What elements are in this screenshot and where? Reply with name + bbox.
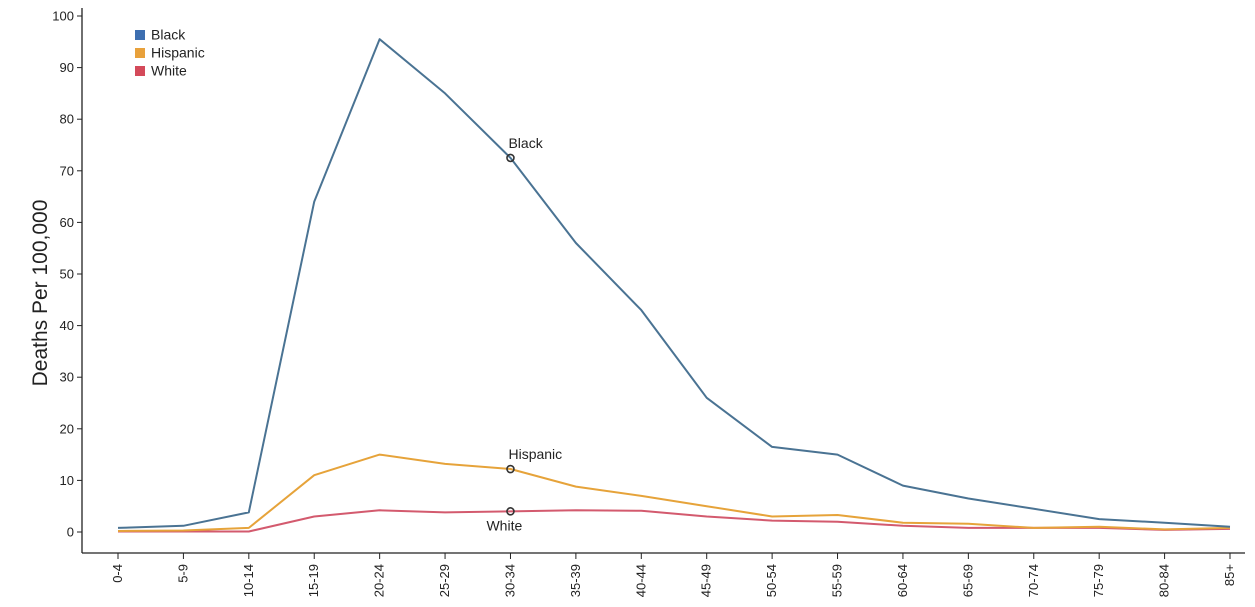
x-tick-label: 0-4 [110, 564, 125, 583]
annotation-marker [506, 507, 515, 516]
x-tick-label: 35-39 [568, 564, 583, 597]
y-tick-label: 10 [60, 473, 74, 488]
y-tick-label: 20 [60, 421, 74, 436]
x-tick-label: 10-14 [241, 564, 256, 597]
annotation-label: Hispanic [508, 446, 562, 462]
x-tick-label: 25-29 [437, 564, 452, 597]
y-tick-label: 30 [60, 370, 74, 385]
y-tick-label: 60 [60, 215, 74, 230]
x-tick-label: 70-74 [1026, 564, 1041, 597]
x-tick-label: 5-9 [175, 564, 190, 583]
y-axis-label: Deaths Per 100,000 [29, 200, 52, 387]
y-tick-label: 0 [67, 525, 74, 540]
y-tick-label: 80 [60, 112, 74, 127]
x-tick-label: 85+ [1222, 564, 1237, 586]
legend-label: Black [151, 27, 186, 43]
y-tick-label: 70 [60, 163, 74, 178]
annotation-marker [506, 464, 515, 474]
series-line-hispanic [117, 453, 1231, 532]
legend: Black Hispanic White [135, 27, 205, 79]
annotations: Black Hispanic White [486, 135, 562, 533]
legend-swatch [135, 48, 145, 58]
x-tick-label: 75-79 [1091, 564, 1106, 597]
y-tick-label: 100 [52, 9, 74, 24]
annotation-label: Black [508, 135, 543, 151]
x-tick-label: 80-84 [1157, 564, 1172, 597]
x-tick-label: 60-64 [895, 564, 910, 597]
axes: 0 10 20 30 40 50 60 70 80 90 100 0-4 5-9 10-14 15-19 20… [52, 8, 1245, 597]
y-tick-label: 40 [60, 318, 74, 333]
annotation-marker [506, 153, 515, 163]
series-line-black [117, 38, 1231, 529]
legend-swatch [135, 66, 145, 76]
y-tick-label: 90 [60, 60, 74, 75]
legend-label: White [151, 63, 187, 79]
x-tick-label: 15-19 [306, 564, 321, 597]
x-tick-label: 30-34 [502, 564, 517, 597]
y-tick-label: 50 [60, 267, 74, 282]
series-lines [117, 38, 1231, 533]
x-tick-label: 65-69 [960, 564, 975, 597]
x-tick-label: 50-54 [764, 564, 779, 597]
x-tick-label: 40-44 [633, 564, 648, 597]
legend-swatch [135, 30, 145, 40]
x-tick-label: 45-49 [699, 564, 714, 597]
x-tick-label: 55-59 [830, 564, 845, 597]
annotation-label: White [486, 517, 522, 533]
x-tick-label: 20-24 [372, 564, 387, 597]
legend-label: Hispanic [151, 45, 205, 61]
